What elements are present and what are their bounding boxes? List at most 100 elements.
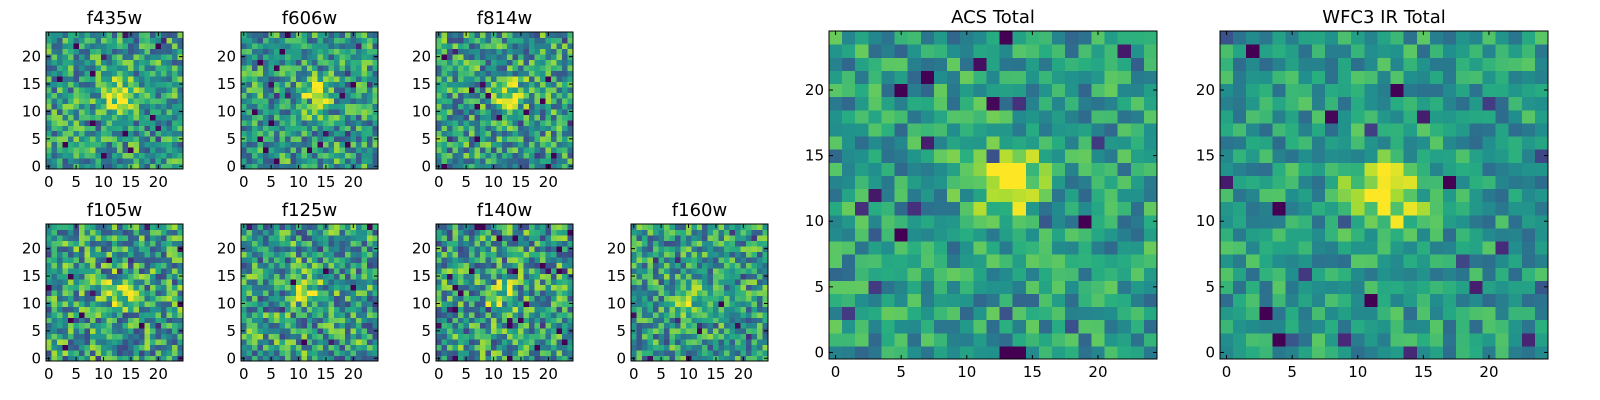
heatmap-cell — [652, 284, 659, 291]
heatmap-cell — [658, 311, 665, 318]
heatmap-cell — [436, 86, 443, 93]
heatmap-cell — [84, 317, 91, 324]
heatmap-cell — [702, 333, 709, 340]
heatmap-cell — [446, 267, 454, 274]
heatmap-cell — [674, 240, 681, 247]
heatmap-cell — [106, 350, 113, 357]
heatmap-cell — [556, 163, 563, 170]
heatmap-cell — [474, 147, 481, 154]
heatmap-cell — [446, 322, 454, 329]
heatmap-cell — [842, 280, 856, 294]
heatmap-cell — [1052, 188, 1066, 203]
heatmap-cell — [262, 108, 269, 115]
heatmap-cell — [284, 295, 291, 302]
heatmap-cell — [446, 59, 454, 66]
heatmap-cell — [696, 295, 703, 302]
heatmap-cell — [150, 311, 157, 318]
heatmap-cell — [485, 234, 492, 242]
heatmap-cell — [658, 245, 665, 252]
heatmap-cell — [284, 234, 291, 242]
heatmap-cell — [339, 86, 346, 93]
heatmap-cell — [273, 224, 280, 231]
heatmap-cell — [479, 48, 486, 55]
heatmap-cell — [501, 64, 508, 71]
heatmap-cell — [842, 267, 856, 281]
heatmap-cell — [46, 234, 53, 242]
heatmap-cell — [529, 37, 536, 44]
heatmap-cell — [436, 92, 443, 99]
heatmap-cell — [685, 267, 692, 274]
heatmap-cell — [51, 234, 58, 242]
heatmap-cell — [350, 240, 357, 247]
heatmap-cell — [339, 262, 346, 269]
heatmap-cell — [556, 256, 563, 263]
heatmap-cell — [361, 97, 368, 104]
heatmap-cell — [100, 350, 107, 357]
heatmap-cell — [323, 81, 330, 88]
heatmap-cell — [95, 289, 102, 296]
heatmap-cell — [1012, 175, 1027, 190]
heatmap-cell — [67, 158, 74, 165]
heatmap-cell — [562, 92, 569, 99]
heatmap-cell — [729, 350, 736, 357]
heatmap-cell — [279, 300, 286, 307]
heatmap-cell — [128, 48, 135, 55]
heatmap-cell — [718, 317, 725, 324]
heatmap-cell — [868, 149, 883, 163]
heatmap-cell — [251, 108, 259, 115]
heatmap-cell — [724, 262, 731, 269]
heatmap-cell — [166, 48, 173, 55]
heatmap-cell — [567, 339, 574, 346]
heatmap-cell — [301, 147, 308, 154]
heatmap-cell — [663, 229, 670, 236]
heatmap-cell — [46, 251, 53, 258]
heatmap-cell — [133, 125, 140, 132]
heatmap-cell — [111, 136, 118, 143]
heatmap-cell — [334, 86, 341, 93]
heatmap-cell — [436, 147, 443, 154]
heatmap-cell — [128, 289, 135, 296]
heatmap-cell — [507, 97, 514, 104]
heatmap-cell — [106, 306, 113, 313]
heatmap-cell — [518, 147, 525, 154]
heatmap-cell — [367, 245, 374, 252]
heatmap-cell — [485, 273, 492, 280]
heatmap-cell — [51, 344, 58, 351]
heatmap-cell — [490, 108, 497, 115]
heatmap-cell — [73, 152, 80, 159]
heatmap-cell — [345, 32, 352, 39]
heatmap-cell — [501, 240, 508, 247]
heatmap-cell — [144, 152, 151, 159]
heatmap-cell — [334, 125, 341, 132]
heatmap-cell — [474, 108, 481, 115]
heatmap-cell — [920, 201, 935, 216]
heatmap-cell — [339, 295, 346, 302]
heatmap-cell — [290, 75, 297, 82]
heatmap-cell — [367, 355, 374, 362]
heatmap-cell — [301, 114, 308, 121]
heatmap-cell — [128, 284, 135, 291]
heatmap-cell — [328, 245, 335, 252]
heatmap-cell — [150, 284, 157, 291]
heatmap-cell — [161, 317, 168, 324]
heatmap-cell — [636, 333, 643, 340]
heatmap-cell — [133, 163, 140, 170]
heatmap-cell — [718, 350, 725, 357]
heatmap-cell — [144, 267, 151, 274]
heatmap-cell — [463, 339, 470, 346]
heatmap-cell — [161, 262, 168, 269]
heatmap-cell — [56, 75, 64, 82]
heatmap-cell — [51, 130, 58, 137]
heatmap-cell — [106, 75, 113, 82]
heatmap-cell — [295, 306, 302, 313]
heatmap-cell — [323, 86, 330, 93]
heatmap-cell — [284, 267, 291, 274]
heatmap-cell — [529, 306, 536, 313]
heatmap-cell — [446, 262, 454, 269]
heatmap-cell — [457, 130, 464, 137]
heatmap-cell — [312, 42, 319, 50]
heatmap-cell — [868, 240, 883, 255]
heatmap-cell — [161, 48, 168, 55]
heatmap-cell — [479, 300, 486, 307]
heatmap-cell — [933, 162, 948, 176]
